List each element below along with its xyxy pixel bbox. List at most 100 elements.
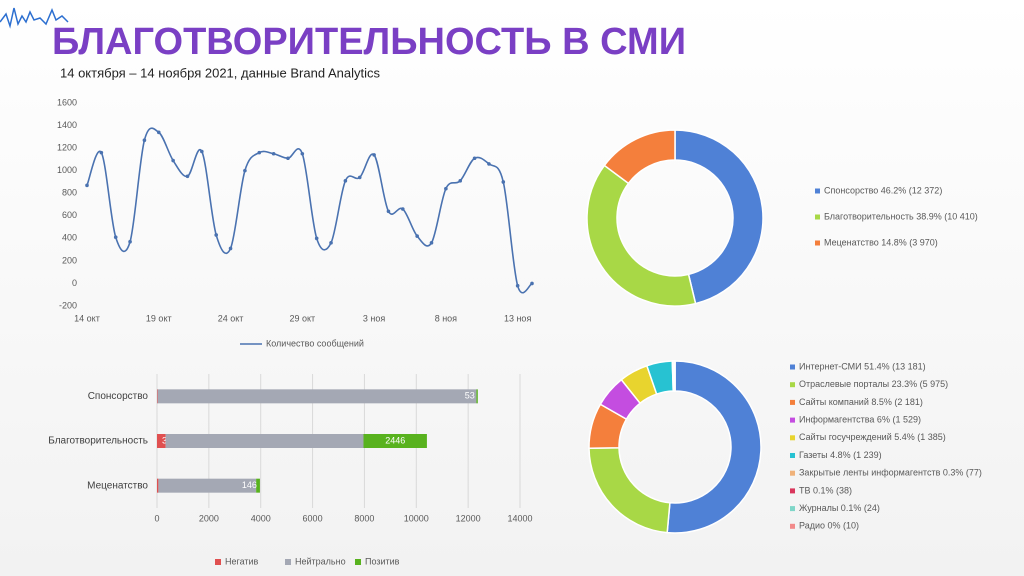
legend-label: Меценатство 14.8% (3 970)	[824, 237, 938, 247]
legend-label: ТВ 0.1% (38)	[799, 485, 852, 495]
point	[386, 209, 391, 214]
category-label: Благотворительность	[48, 436, 148, 447]
y-tick-label: 1400	[57, 120, 77, 130]
point	[515, 283, 520, 288]
x-tick-label: 14 окт	[74, 313, 100, 323]
legend-swatch	[215, 559, 221, 565]
y-tick-label: 600	[62, 210, 77, 220]
x-tick-label: 24 окт	[218, 313, 244, 323]
donut-slice	[603, 129, 676, 185]
point	[243, 168, 247, 173]
x-tick-label: 10000	[404, 513, 429, 523]
legend-label: Количество сообщений	[266, 338, 364, 348]
x-tick-label: 8 ноя	[435, 313, 457, 323]
legend-label: Позитив	[365, 556, 400, 566]
point	[171, 158, 175, 163]
bar-segment	[157, 434, 166, 448]
legend-swatch	[790, 364, 795, 370]
data-label: 2446	[385, 435, 405, 445]
data-label: 53	[465, 391, 475, 401]
legend-label: Интернет-СМИ 51.4% (13 181)	[799, 361, 926, 371]
point	[142, 138, 147, 143]
point	[271, 151, 276, 156]
legend-swatch	[790, 470, 795, 476]
point	[343, 179, 348, 183]
data-label: 146	[242, 480, 257, 490]
point	[357, 175, 362, 180]
legend-swatch	[790, 399, 795, 405]
legend-label: Нейтрально	[295, 556, 346, 566]
legend-swatch	[790, 488, 795, 494]
bar-segment	[165, 434, 364, 448]
point	[472, 156, 477, 161]
bar-segment	[363, 434, 427, 448]
legend-swatch	[790, 417, 795, 423]
legend-label: Негатив	[225, 556, 259, 566]
donut-slice	[588, 447, 671, 534]
legend-label: Сайты госучреждений 5.4% (1 385)	[799, 432, 946, 442]
point	[214, 233, 218, 237]
category-label: Спонсорство	[88, 391, 149, 402]
donut-slice	[586, 164, 697, 307]
legend-label: Закрытые ленты информагентств 0.3% (77)	[799, 468, 982, 478]
y-tick-label: 0	[72, 278, 77, 288]
slide-title: БЛАГОТВОРИТЕЛЬНОСТЬ В СМИ	[52, 21, 686, 63]
x-tick-label: 0	[154, 513, 159, 523]
point	[487, 162, 491, 166]
x-tick-label: 29 окт	[289, 313, 315, 323]
legend-swatch	[285, 559, 291, 565]
x-tick-label: 13 ноя	[504, 313, 531, 323]
point	[156, 130, 161, 135]
category-label: Меценатство	[87, 480, 148, 491]
y-tick-label: -200	[59, 300, 77, 310]
legend-swatch	[355, 559, 361, 565]
point	[329, 241, 333, 245]
point	[444, 186, 448, 191]
point	[185, 174, 190, 179]
point	[458, 179, 463, 183]
bar-segment	[157, 389, 477, 404]
x-tick-label: 8000	[354, 513, 374, 523]
x-tick-label: 4000	[251, 513, 271, 523]
legend-swatch	[815, 240, 820, 246]
y-tick-label: 1200	[57, 142, 77, 152]
y-tick-label: 1000	[57, 165, 77, 175]
legend-label: Радио 0% (10)	[799, 521, 859, 531]
legend-label: Благотворительность 38.9% (10 410)	[824, 211, 978, 221]
point	[300, 151, 305, 156]
point	[286, 156, 290, 161]
bar-segment	[158, 478, 257, 493]
point	[200, 149, 204, 154]
point	[415, 234, 419, 238]
legend-label: Информагентства 6% (1 529)	[799, 414, 921, 424]
bar-segment	[476, 389, 478, 404]
x-tick-label: 6000	[303, 513, 323, 523]
donut-slice	[666, 360, 762, 534]
point	[401, 207, 405, 211]
donut-slice	[674, 129, 764, 305]
x-tick-label: 2000	[199, 513, 219, 523]
legend-label: Газеты 4.8% (1 239)	[799, 450, 882, 460]
legend-swatch	[790, 453, 795, 458]
point	[314, 236, 319, 241]
point	[113, 235, 118, 240]
point	[228, 246, 233, 251]
legend-label: Сайты компаний 8.5% (2 181)	[799, 397, 923, 407]
legend-swatch	[815, 214, 820, 220]
x-tick-label: 19 окт	[146, 313, 172, 323]
point	[372, 153, 376, 157]
y-tick-label: 400	[62, 233, 77, 243]
slide-subtitle: 14 октября – 14 ноября 2021, данные Bran…	[60, 65, 380, 80]
bar-segment	[256, 478, 260, 493]
legend-swatch	[790, 382, 795, 388]
y-tick-label: 1600	[57, 97, 77, 107]
legend-label: Спонсорство 46.2% (12 372)	[824, 185, 942, 195]
line	[86, 127, 533, 294]
bar-segment	[157, 478, 159, 493]
point	[99, 150, 104, 155]
point	[85, 183, 89, 188]
legend-label: Отраслевые порталы 23.3% (5 975)	[799, 379, 948, 389]
legend-swatch	[790, 435, 795, 441]
point	[429, 241, 434, 245]
